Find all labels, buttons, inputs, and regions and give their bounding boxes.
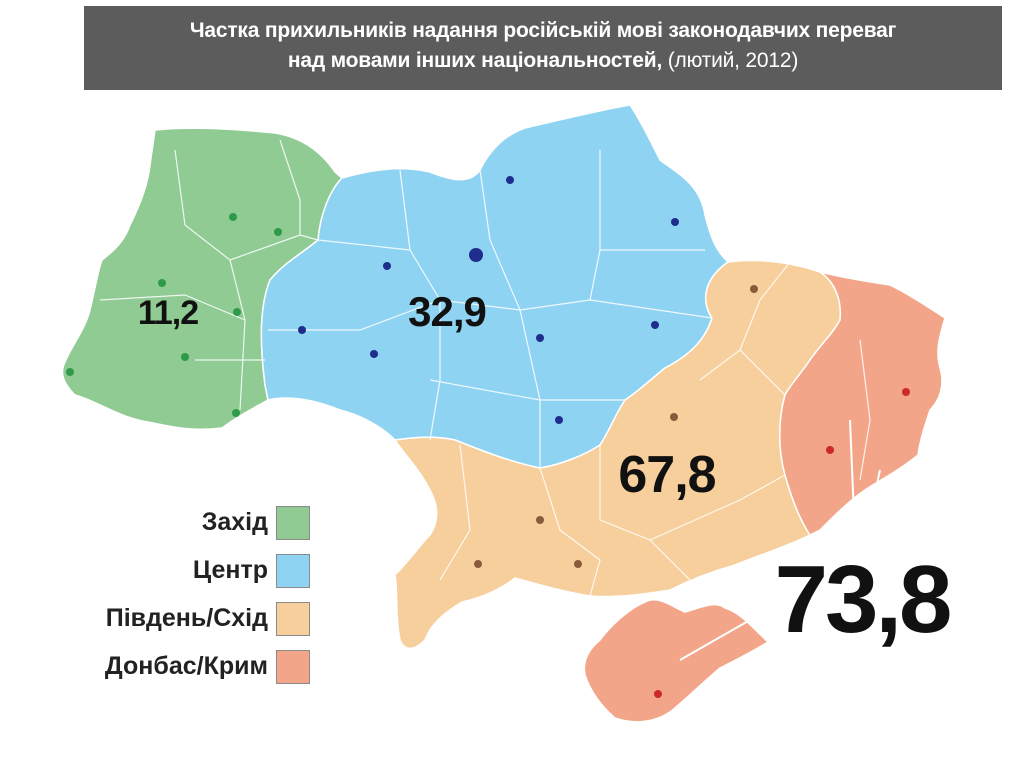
oblast-center-dot: [670, 413, 678, 421]
legend-item-south-east: Південь/Схід: [60, 602, 310, 638]
oblast-center-dot: [671, 218, 679, 226]
legend-swatch-donbas-crimea: [276, 650, 310, 684]
region-center-dots: [66, 176, 910, 698]
capital-dot: [469, 248, 483, 262]
legend-swatch-center: [276, 554, 310, 588]
region-donbas: [779, 271, 946, 536]
title-banner: Частка прихильників надання російській м…: [84, 6, 1002, 90]
legend-label-south-east: Південь/Схід: [105, 604, 268, 632]
oblast-center-dot: [181, 353, 189, 361]
oblast-center-dot: [66, 368, 74, 376]
legend-swatch-west: [276, 506, 310, 540]
region-west: [61, 127, 344, 431]
oblast-center-dot: [506, 176, 514, 184]
region-crimea: [583, 599, 770, 723]
oblast-center-dot: [651, 321, 659, 329]
oblast-center-dot: [158, 279, 166, 287]
title-line-1: Частка прихильників надання російській м…: [189, 19, 897, 42]
oblast-center-dot: [233, 308, 241, 316]
legend-swatch-south-east: [276, 602, 310, 636]
oblast-center-dot: [232, 409, 240, 417]
oblast-center-dot: [654, 690, 662, 698]
oblast-center-dot: [555, 416, 563, 424]
pointer-lines: [679, 419, 881, 661]
legend-item-west: Захід: [60, 506, 310, 542]
legend-label-donbas-crimea: Донбас/Крим: [104, 652, 268, 680]
title-date: (лютий, 2012): [662, 49, 799, 72]
oblast-center-dot: [298, 326, 306, 334]
oblast-center-dot: [574, 560, 582, 568]
oblast-center-dot: [274, 228, 282, 236]
value-label-south-east: 67,8: [618, 446, 715, 504]
title-line-2: над мовами інших національностей, (лютий…: [84, 46, 1002, 76]
title-line-2-main: над мовами інших національностей,: [287, 49, 663, 72]
oblast-center-dot: [750, 285, 758, 293]
oblast-center-dot: [536, 516, 544, 524]
oblast-center-dot: [902, 388, 910, 396]
oblast-center-dot: [229, 213, 237, 221]
legend-item-donbas-crimea: Донбас/Крим: [60, 650, 310, 686]
legend-item-center: Центр: [60, 554, 310, 590]
oblast-center-dot: [536, 334, 544, 342]
value-label-donbas-crimea: 73,8: [775, 546, 950, 653]
oblast-center-dot: [370, 350, 378, 358]
oblast-borders: [99, 139, 871, 597]
value-label-center: 32,9: [408, 288, 486, 335]
oblast-center-dot: [474, 560, 482, 568]
value-label-west: 11,2: [138, 294, 198, 332]
oblast-center-dot: [383, 262, 391, 270]
legend-label-center: Центр: [192, 556, 268, 584]
legend-label-west: Захід: [201, 508, 268, 536]
oblast-center-dot: [826, 446, 834, 454]
